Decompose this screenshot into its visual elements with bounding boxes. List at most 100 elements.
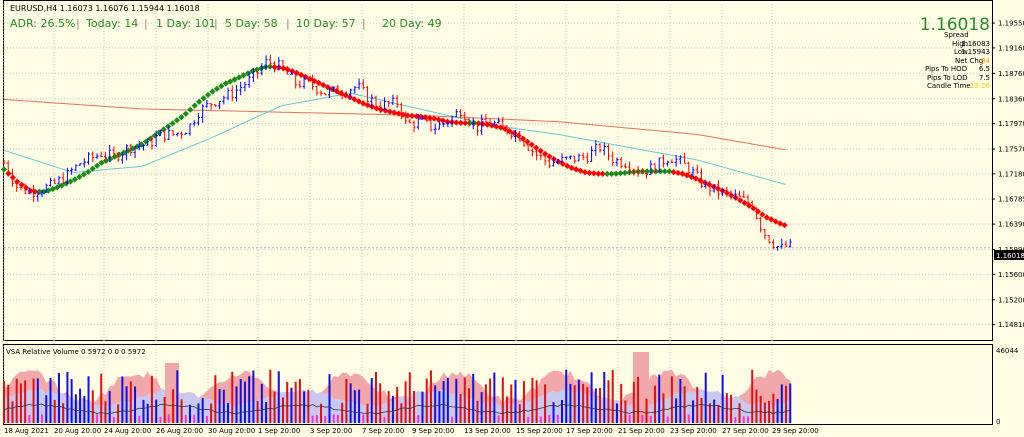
trend-dot	[196, 98, 203, 105]
volume-bar	[358, 389, 361, 423]
trend-dot	[94, 162, 101, 169]
volume-bar	[463, 377, 466, 423]
volume-bar	[679, 378, 682, 423]
time-tick-label: 23 Sep 20:00	[670, 427, 717, 435]
volume-bar	[438, 391, 441, 423]
net-chg-label: Net Chg	[955, 57, 983, 65]
volume-bar	[573, 385, 576, 423]
volume-bar	[383, 417, 386, 423]
volume-bar	[303, 391, 306, 423]
volume-bar	[108, 391, 111, 423]
volume-bar	[150, 375, 153, 423]
trend-dot	[164, 123, 172, 130]
volume-bar	[95, 414, 98, 423]
svg-text:|: |	[362, 17, 366, 30]
time-tick-label: 26 Aug 20:00	[156, 427, 203, 435]
volume-bar	[459, 394, 462, 423]
volume-bar	[429, 370, 432, 423]
volume-bar	[497, 415, 500, 423]
volume-bar	[315, 414, 318, 423]
volume-bar	[789, 383, 792, 423]
volume-bar	[256, 400, 259, 423]
volume-bar	[252, 370, 255, 423]
volume-bar	[320, 403, 323, 423]
volume-bar	[231, 371, 234, 423]
volume-bar	[632, 381, 635, 423]
pips-hod-value: 6.5	[979, 65, 990, 73]
trend-dot	[102, 157, 110, 164]
volume-bar	[112, 417, 115, 423]
volume-bar	[188, 404, 191, 423]
volume-bar	[772, 393, 775, 423]
time-tick-label: 20 Aug 20:00	[54, 427, 101, 435]
volume-bars	[3, 352, 792, 423]
volume-bar	[155, 399, 158, 423]
info-panel: 1.16018 Spread High 1.16083 Low 1.15943 …	[920, 15, 991, 90]
one-day-label: 1 Day: 101	[156, 17, 216, 30]
time-tick-label: 17 Sep 20:00	[566, 427, 613, 435]
trend-dot	[89, 165, 96, 172]
volume-bar	[201, 398, 204, 423]
volume-bar	[594, 388, 597, 423]
volume-bar	[15, 378, 18, 423]
volume-bar	[586, 387, 589, 423]
volume-bar	[489, 378, 492, 423]
trend-dot	[209, 88, 216, 95]
volume-bar	[391, 395, 394, 423]
high-label: High	[952, 40, 968, 48]
volume-bar	[235, 386, 238, 423]
volume-bar	[332, 414, 335, 423]
pips-lod-value: 7.5	[979, 74, 990, 82]
volume-bar	[265, 401, 268, 423]
volume-bar	[455, 378, 458, 423]
volume-bar	[535, 380, 538, 423]
time-tick-label: 13 Sep 20:00	[464, 427, 511, 435]
svg-text:|: |	[144, 17, 148, 30]
volume-bar	[421, 391, 424, 423]
volume-bar	[577, 379, 580, 423]
volume-bar	[286, 381, 289, 423]
volume-bar	[205, 415, 208, 423]
time-tick-label: 7 Sep 20:00	[362, 427, 404, 435]
net-chg-value: -94	[979, 57, 991, 65]
volume-bar	[607, 380, 610, 423]
volume-bar	[222, 389, 225, 423]
volume-bar	[87, 376, 90, 423]
trend-dot	[222, 80, 229, 87]
volume-bar	[400, 403, 403, 423]
volume-bar	[248, 376, 251, 423]
trend-dot	[173, 117, 181, 124]
volume-bar	[611, 370, 614, 423]
volume-bar	[290, 387, 293, 423]
volume-bar	[725, 393, 728, 423]
price-tick-label: 1.16785	[998, 195, 1024, 203]
pips-hod-label: Pips To HOD	[925, 65, 967, 73]
volume-bar	[670, 376, 673, 423]
trend-dot	[67, 178, 74, 185]
volume-bar	[260, 383, 263, 423]
volume-bar	[628, 414, 631, 423]
time-tick-label: 1 Sep 20:00	[258, 427, 300, 435]
svg-text:|: |	[214, 17, 218, 30]
volume-bar	[641, 414, 644, 423]
volume-zero-label: 0	[996, 418, 1000, 426]
volume-bar	[620, 383, 623, 423]
volume-bar	[387, 391, 390, 423]
volume-bar	[467, 388, 470, 423]
volume-bar	[510, 384, 513, 423]
volume-bar	[603, 371, 606, 423]
volume-bar	[539, 416, 542, 423]
volume-bar	[117, 404, 120, 423]
volume-bar	[746, 416, 749, 423]
volume-bar	[738, 403, 741, 423]
five-day-label: 5 Day: 58	[225, 17, 278, 30]
time-tick-label: 21 Sep 20:00	[618, 427, 665, 435]
volume-bar	[311, 415, 314, 423]
volume-bar	[374, 371, 377, 423]
volume-bar	[396, 387, 399, 423]
volume-bar	[184, 414, 187, 423]
high-value: 1.16083	[961, 40, 990, 48]
volume-bar	[345, 378, 348, 423]
volume-bar	[446, 377, 449, 423]
